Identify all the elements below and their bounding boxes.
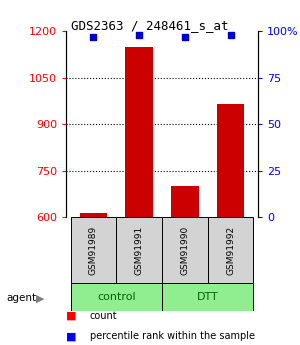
Bar: [70, 283, 162, 310]
Text: percentile rank within the sample: percentile rank within the sample: [90, 332, 255, 341]
Bar: [125, 47, 153, 217]
Text: GDS2363 / 248461_s_at: GDS2363 / 248461_s_at: [71, 19, 229, 32]
Point: [228, 32, 233, 38]
Bar: [70, 217, 116, 283]
Text: GSM91990: GSM91990: [180, 226, 189, 275]
Bar: [208, 217, 254, 283]
Bar: [162, 217, 208, 283]
Text: DTT: DTT: [197, 292, 219, 302]
Text: ■: ■: [66, 311, 76, 321]
Text: ▶: ▶: [36, 294, 45, 303]
Point: [182, 34, 187, 39]
Point: [137, 32, 142, 38]
Text: GSM91989: GSM91989: [89, 226, 98, 275]
Text: GSM91991: GSM91991: [135, 226, 144, 275]
Bar: [217, 104, 244, 217]
Text: count: count: [90, 311, 118, 321]
Bar: [171, 186, 199, 217]
Point: [91, 34, 96, 39]
Bar: [80, 213, 107, 217]
Text: control: control: [97, 292, 136, 302]
Bar: [162, 283, 254, 310]
Text: GSM91992: GSM91992: [226, 226, 235, 275]
Bar: [116, 217, 162, 283]
Text: ■: ■: [66, 332, 76, 341]
Text: agent: agent: [6, 294, 36, 303]
